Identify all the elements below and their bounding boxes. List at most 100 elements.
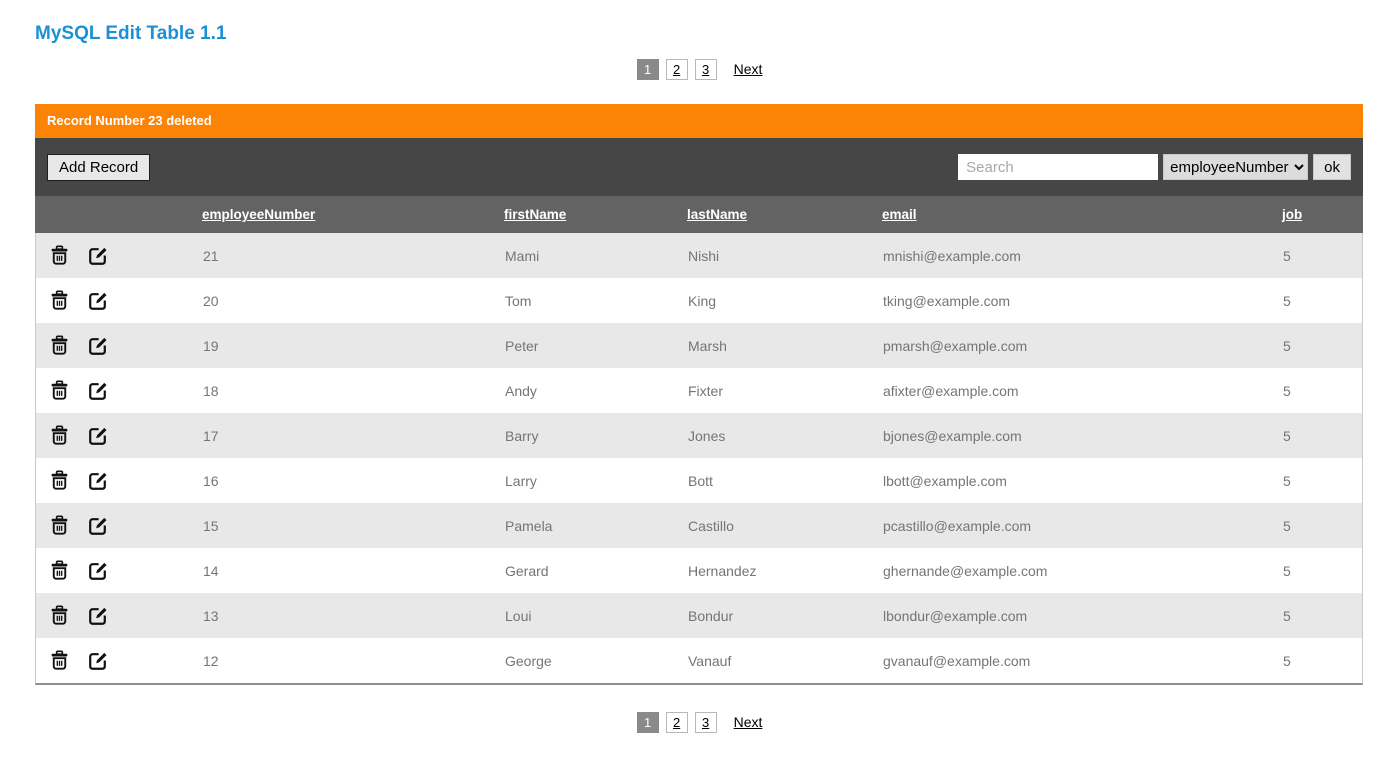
cell-email: ghernande@example.com bbox=[883, 562, 1048, 579]
row-actions-cell bbox=[36, 379, 201, 402]
cell-employeeNumber: 15 bbox=[203, 517, 219, 534]
edit-icon[interactable] bbox=[86, 424, 109, 447]
cell-employeeNumber: 21 bbox=[203, 247, 219, 264]
cell-lastName: Bott bbox=[688, 472, 713, 489]
page-link-1[interactable]: 1 bbox=[636, 58, 659, 80]
cell-firstName: Barry bbox=[505, 427, 539, 444]
cell-job: 5 bbox=[1283, 472, 1291, 489]
search-ok-button[interactable]: ok bbox=[1313, 154, 1351, 180]
table-row: 16 Larry Bott lbott@example.com 5 bbox=[36, 458, 1362, 503]
header-firstName: firstName bbox=[502, 207, 685, 222]
delete-icon[interactable] bbox=[48, 334, 71, 357]
sort-lastName-link[interactable]: lastName bbox=[687, 207, 748, 222]
cell-lastName: Castillo bbox=[688, 517, 734, 534]
edit-icon[interactable] bbox=[86, 469, 109, 492]
page-link-1[interactable]: 1 bbox=[636, 711, 659, 733]
cell-job: 5 bbox=[1283, 292, 1291, 309]
edit-icon[interactable] bbox=[86, 334, 109, 357]
delete-icon[interactable] bbox=[48, 379, 71, 402]
cell-firstName: Mami bbox=[505, 247, 540, 264]
delete-icon[interactable] bbox=[48, 514, 71, 537]
edit-icon[interactable] bbox=[86, 559, 109, 582]
delete-icon[interactable] bbox=[48, 649, 71, 672]
delete-icon[interactable] bbox=[48, 604, 71, 627]
cell-firstName: Pamela bbox=[505, 517, 553, 534]
row-actions-cell bbox=[36, 559, 201, 582]
delete-icon[interactable] bbox=[48, 424, 71, 447]
page-link-3[interactable]: 3 bbox=[694, 711, 717, 733]
row-actions-cell bbox=[36, 244, 201, 267]
edit-icon[interactable] bbox=[86, 379, 109, 402]
row-actions-cell bbox=[36, 514, 201, 537]
cell-email: lbott@example.com bbox=[883, 472, 1007, 489]
sort-job-link[interactable]: job bbox=[1282, 207, 1303, 222]
table-body: 21 Mami Nishi mnishi@example.com 5 bbox=[35, 233, 1363, 685]
edit-icon[interactable] bbox=[86, 244, 109, 267]
cell-employeeNumber: 12 bbox=[203, 652, 219, 669]
table-row: 15 Pamela Castillo pcastillo@example.com… bbox=[36, 503, 1362, 548]
cell-job: 5 bbox=[1283, 382, 1291, 399]
delete-icon[interactable] bbox=[48, 469, 71, 492]
cell-email: mnishi@example.com bbox=[883, 247, 1021, 264]
page-link-2[interactable]: 2 bbox=[665, 711, 688, 733]
cell-email: afixter@example.com bbox=[883, 382, 1019, 399]
cell-firstName: Gerard bbox=[505, 562, 549, 579]
page-title: MySQL Edit Table 1.1 bbox=[35, 23, 227, 44]
cell-job: 5 bbox=[1283, 607, 1291, 624]
row-actions-cell bbox=[36, 424, 201, 447]
cell-firstName: George bbox=[505, 652, 552, 669]
cell-job: 5 bbox=[1283, 337, 1291, 354]
header-job: job bbox=[1280, 207, 1363, 222]
cell-lastName: Marsh bbox=[688, 337, 727, 354]
pagination-top: 1 2 3 Next bbox=[0, 58, 1399, 80]
delete-icon[interactable] bbox=[48, 244, 71, 267]
table-row: 19 Peter Marsh pmarsh@example.com 5 bbox=[36, 323, 1362, 368]
cell-email: lbondur@example.com bbox=[883, 607, 1028, 624]
table-row: 18 Andy Fixter afixter@example.com 5 bbox=[36, 368, 1362, 413]
cell-employeeNumber: 14 bbox=[203, 562, 219, 579]
delete-icon[interactable] bbox=[48, 559, 71, 582]
sort-employeeNumber-link[interactable]: employeeNumber bbox=[202, 207, 316, 222]
sort-firstName-link[interactable]: firstName bbox=[504, 207, 567, 222]
next-page-link[interactable]: Next bbox=[733, 61, 763, 77]
header-employeeNumber: employeeNumber bbox=[200, 207, 502, 222]
edit-icon[interactable] bbox=[86, 649, 109, 672]
cell-lastName: Nishi bbox=[688, 247, 720, 264]
row-actions-cell bbox=[36, 604, 201, 627]
cell-firstName: Loui bbox=[505, 607, 532, 624]
sort-email-link[interactable]: email bbox=[882, 207, 917, 222]
cell-firstName: Peter bbox=[505, 337, 539, 354]
cell-job: 5 bbox=[1283, 247, 1291, 264]
edit-icon[interactable] bbox=[86, 289, 109, 312]
add-record-button[interactable]: Add Record bbox=[47, 153, 151, 181]
table-row: 17 Barry Jones bjones@example.com 5 bbox=[36, 413, 1362, 458]
cell-email: bjones@example.com bbox=[883, 427, 1022, 444]
page-link-3[interactable]: 3 bbox=[694, 58, 717, 80]
cell-email: pmarsh@example.com bbox=[883, 337, 1028, 354]
cell-lastName: Hernandez bbox=[688, 562, 757, 579]
cell-job: 5 bbox=[1283, 517, 1291, 534]
cell-employeeNumber: 19 bbox=[203, 337, 219, 354]
next-page-link[interactable]: Next bbox=[733, 714, 763, 730]
status-banner: Record Number 23 deleted bbox=[35, 104, 1363, 138]
row-actions-cell bbox=[36, 469, 201, 492]
search-controls: employeeNumber ok bbox=[958, 154, 1351, 180]
edit-icon[interactable] bbox=[86, 514, 109, 537]
cell-employeeNumber: 13 bbox=[203, 607, 219, 624]
search-column-select[interactable]: employeeNumber bbox=[1163, 154, 1309, 180]
table-row: 13 Loui Bondur lbondur@example.com 5 bbox=[36, 593, 1362, 638]
delete-icon[interactable] bbox=[48, 289, 71, 312]
row-actions-cell bbox=[36, 289, 201, 312]
search-input[interactable] bbox=[958, 154, 1159, 180]
cell-employeeNumber: 18 bbox=[203, 382, 219, 399]
cell-lastName: Jones bbox=[688, 427, 726, 444]
cell-firstName: Andy bbox=[505, 382, 537, 399]
header-lastName: lastName bbox=[685, 207, 880, 222]
page-link-2[interactable]: 2 bbox=[665, 58, 688, 80]
edit-icon[interactable] bbox=[86, 604, 109, 627]
cell-email: tking@example.com bbox=[883, 292, 1011, 309]
table-row: 21 Mami Nishi mnishi@example.com 5 bbox=[36, 233, 1362, 278]
row-actions-cell bbox=[36, 649, 201, 672]
cell-employeeNumber: 17 bbox=[203, 427, 219, 444]
toolbar: Add Record employeeNumber ok bbox=[35, 138, 1363, 196]
